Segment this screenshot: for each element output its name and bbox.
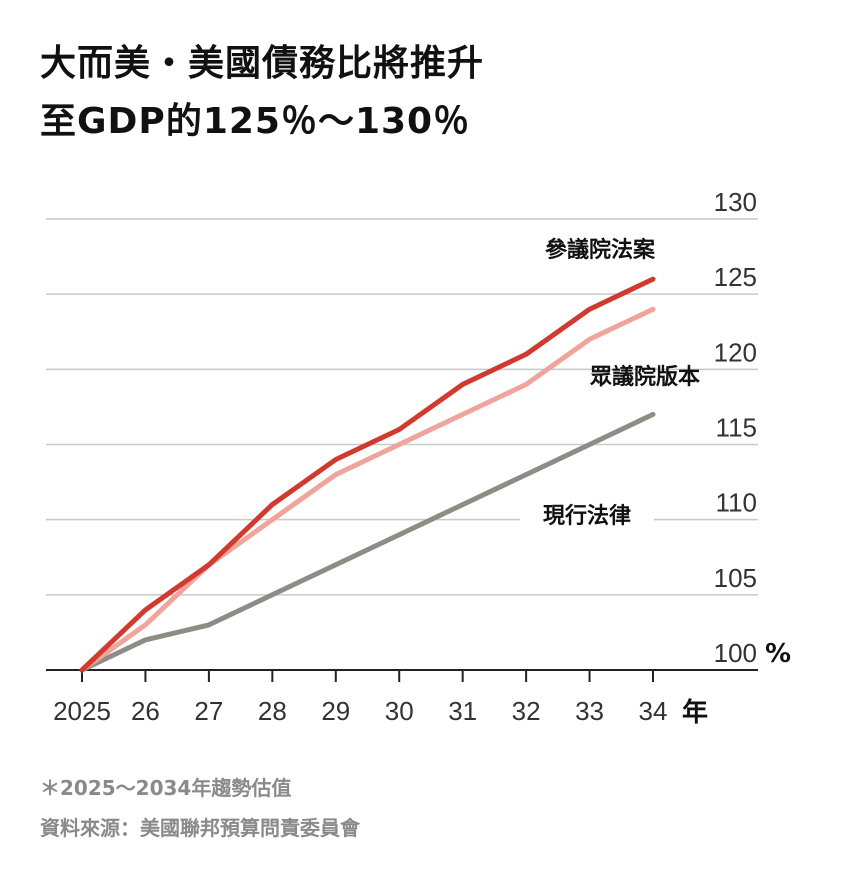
y-tick-label: 125	[714, 262, 757, 292]
x-tick-label: 31	[448, 696, 477, 726]
series-lines	[79, 276, 656, 673]
x-tick-label: 30	[385, 696, 414, 726]
x-tick-label: 29	[321, 696, 350, 726]
y-tick-label: 120	[714, 337, 757, 367]
y-tick-label: 105	[714, 563, 757, 593]
y-axis-unit: %	[765, 639, 791, 669]
series-label: 參議院法案	[545, 237, 656, 263]
chart-title-line2: 至GDP的125％～130％	[40, 101, 471, 142]
x-tick-label: 2025	[53, 696, 111, 726]
y-tick-label: 100	[714, 638, 757, 668]
x-tick-label: 26	[131, 696, 160, 726]
x-tick-label: 34	[639, 696, 668, 726]
series-line	[79, 306, 656, 673]
x-tick-label: 28	[258, 696, 287, 726]
series-label: 現行法律	[543, 503, 631, 529]
y-tick-label: 110	[716, 488, 757, 518]
series-label: 眾議院版本	[589, 364, 700, 390]
y-tick-label: 130	[714, 187, 757, 217]
series-line	[79, 276, 656, 673]
line-chart: 100 105 110 115 120 125 130 2025 26 27 28 29 30 31 32 3…	[46, 187, 791, 728]
x-tick-label: 33	[575, 696, 604, 726]
x-tick-label: 27	[194, 696, 223, 726]
x-tick-label: 32	[512, 696, 541, 726]
y-tick-label: 115	[716, 413, 757, 443]
series-line	[79, 411, 656, 673]
source-note: 資料來源：美國聯邦預算問責委員會	[40, 816, 360, 840]
chart-title-line1: 大而美・美國債務比將推升	[40, 43, 485, 84]
footnote: ＊2025～2034年趨勢估值	[40, 776, 292, 800]
series-label-bg	[520, 497, 654, 531]
axis-ticks: 100 105 110 115 120 125 130 2025 26 27 28 29 30 31 32 3…	[53, 187, 757, 726]
x-axis-unit: 年	[682, 697, 708, 728]
